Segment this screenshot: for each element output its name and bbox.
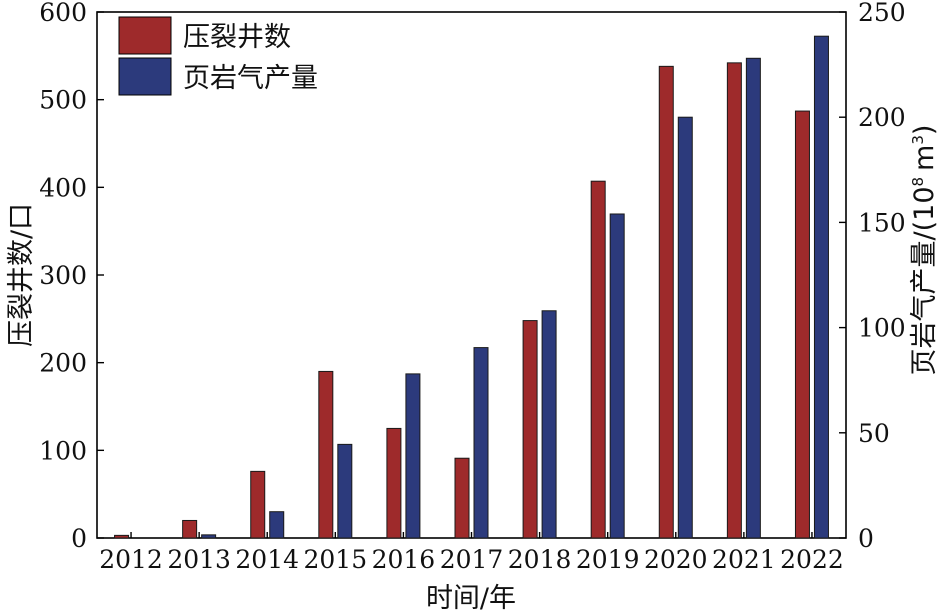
y-axis-right-title-unit: m — [909, 145, 940, 171]
bar-wells-2022 — [794, 110, 810, 539]
bar-output-2019 — [609, 213, 625, 539]
x-tick-label-2012: 2012 — [99, 545, 163, 574]
y-axis-right-title: 页岩气产量/(108 m3) — [909, 125, 940, 376]
x-tick-label-2018: 2018 — [508, 545, 572, 574]
legend-swatch-shale-gas-output — [118, 57, 172, 96]
bar-wells-2013 — [182, 519, 198, 539]
bar-output-2022 — [813, 35, 829, 539]
y-left-tick-label-600: 600 — [39, 0, 87, 27]
bar-wells-2019 — [590, 180, 606, 539]
bar-wells-2014 — [250, 470, 266, 539]
x-tick-label-2017: 2017 — [440, 545, 504, 574]
bars-group — [114, 35, 829, 539]
bar-output-2016 — [405, 373, 421, 539]
x-tick-label-2013: 2013 — [167, 545, 231, 574]
x-tick-label-2019: 2019 — [576, 545, 640, 574]
y-left-tick-label-200: 200 — [39, 349, 87, 378]
y-axis-right-title-unit-exp: 3 — [909, 135, 927, 145]
legend-label-shale-gas-output: 页岩气产量 — [183, 63, 318, 94]
y-left-tick-label-400: 400 — [39, 173, 87, 202]
x-tick-label-2021: 2021 — [712, 545, 776, 574]
y-left-tick-label-300: 300 — [39, 261, 87, 290]
bar-wells-2015 — [318, 370, 334, 539]
bar-output-2013 — [201, 534, 217, 539]
legend-label-fracturing-wells: 压裂井数 — [183, 22, 291, 53]
legend: 压裂井数 页岩气产量 — [118, 16, 318, 96]
y-axis-right-title-exp: 8 — [909, 177, 927, 187]
x-axis-title: 时间/年 — [426, 583, 516, 614]
x-tick-label-2016: 2016 — [372, 545, 436, 574]
bar-wells-2012 — [114, 534, 130, 539]
bar-wells-2017 — [454, 457, 470, 539]
y-left-tick-label-100: 100 — [39, 436, 87, 465]
bar-output-2014 — [269, 511, 285, 539]
bar-wells-2018 — [522, 320, 538, 539]
y-right-tick-label-150: 150 — [858, 208, 906, 237]
bar-output-2015 — [337, 443, 353, 539]
x-tick-label-2020: 2020 — [644, 545, 708, 574]
y-axis-left-title: 压裂井数/口 — [6, 203, 37, 347]
y-right-tick-label-0: 0 — [858, 524, 874, 553]
bar-output-2021 — [745, 57, 761, 539]
x-tick-label-2022: 2022 — [780, 545, 844, 574]
x-tick-label-2014: 2014 — [235, 545, 299, 574]
y-axis-right-title-close: ) — [909, 125, 940, 136]
bar-wells-2016 — [386, 427, 402, 539]
y-left-tick-label-500: 500 — [39, 86, 87, 115]
legend-swatch-fracturing-wells — [118, 16, 172, 55]
y-right-tick-label-200: 200 — [858, 103, 906, 132]
bar-output-2017 — [473, 347, 489, 539]
x-tick-label-2015: 2015 — [304, 545, 368, 574]
y-right-tick-label-100: 100 — [858, 314, 906, 343]
bar-output-2020 — [677, 116, 693, 539]
y-axis-right-title-main: 页岩气产量/(10 — [909, 186, 940, 375]
bar-output-2018 — [541, 310, 557, 539]
y-right-tick-label-50: 50 — [858, 419, 890, 448]
ticks-group: 2012 2013 2014 2015 2016 2017 2018 2019 2020 2021… — [39, 0, 905, 574]
bar-wells-2020 — [658, 65, 674, 539]
y-right-tick-label-250: 250 — [858, 0, 906, 27]
bar-wells-2021 — [726, 62, 742, 539]
y-left-tick-label-0: 0 — [71, 524, 87, 553]
